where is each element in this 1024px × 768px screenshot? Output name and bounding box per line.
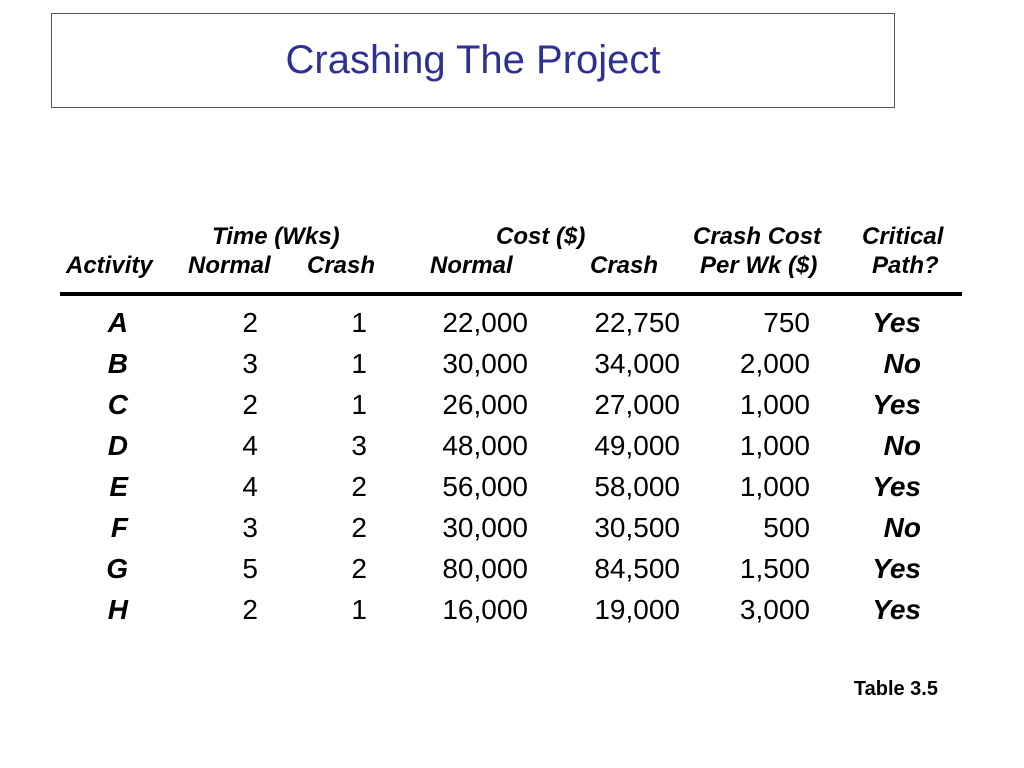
cell-crash-cost-per-wk: 1,500	[739, 553, 810, 584]
slide-title: Crashing The Project	[285, 38, 661, 82]
table-label: Table 3.5	[853, 678, 938, 700]
cell-crash-cost-per-wk: 1,000	[739, 430, 810, 461]
header-crash-cost-group: Crash Cost	[693, 223, 822, 250]
cell-activity: C	[107, 389, 128, 420]
header-critical-group: Critical	[862, 223, 944, 250]
cell-cost-crash: 34,000	[594, 348, 680, 379]
cell-time-crash: 1	[351, 307, 367, 338]
header-cost-normal: Normal	[430, 252, 513, 279]
header-cost-group: Cost ($)	[496, 223, 586, 250]
cell-time-normal: 2	[242, 389, 258, 420]
header-time-group: Time (Wks)	[212, 223, 340, 250]
cell-cost-normal: 80,000	[442, 553, 528, 584]
cell-critical-path: Yes	[872, 594, 921, 625]
cell-time-normal: 3	[242, 512, 258, 543]
cell-time-crash: 1	[351, 348, 367, 379]
cell-activity: B	[107, 348, 128, 379]
cell-critical-path: Yes	[872, 471, 921, 502]
cell-crash-cost-per-wk: 500	[763, 512, 810, 543]
cell-cost-normal: 48,000	[442, 430, 528, 461]
cell-critical-path: No	[883, 348, 921, 379]
cell-time-crash: 3	[351, 430, 367, 461]
cell-activity: A	[107, 307, 128, 338]
cell-cost-normal: 22,000	[442, 307, 528, 338]
cell-critical-path: Yes	[872, 553, 921, 584]
cell-time-crash: 2	[351, 512, 367, 543]
table-row: D 4 3 48,000 49,000 1,000 No	[0, 429, 1024, 470]
cell-activity: D	[107, 430, 128, 461]
header-rule	[60, 292, 962, 296]
cell-cost-normal: 30,000	[442, 348, 528, 379]
cell-cost-crash: 22,750	[594, 307, 680, 338]
cell-cost-crash: 84,500	[594, 553, 680, 584]
header-crash-cost-per-wk: Per Wk ($)	[700, 252, 818, 279]
cell-crash-cost-per-wk: 2,000	[739, 348, 810, 379]
cell-time-crash: 1	[351, 594, 367, 625]
cell-crash-cost-per-wk: 1,000	[739, 389, 810, 420]
cell-activity: H	[107, 594, 128, 625]
cell-activity: G	[106, 553, 128, 584]
cell-critical-path: Yes	[872, 307, 921, 338]
cell-cost-crash: 27,000	[594, 389, 680, 420]
cell-cost-normal: 30,000	[442, 512, 528, 543]
cell-crash-cost-per-wk: 3,000	[739, 594, 810, 625]
cell-time-normal: 3	[242, 348, 258, 379]
cell-cost-normal: 16,000	[442, 594, 528, 625]
table-row: B 3 1 30,000 34,000 2,000 No	[0, 347, 1024, 388]
cell-activity: E	[109, 471, 128, 502]
cell-time-crash: 1	[351, 389, 367, 420]
cell-crash-cost-per-wk: 1,000	[739, 471, 810, 502]
table-row: F 3 2 30,000 30,500 500 No	[0, 511, 1024, 552]
cell-time-normal: 4	[242, 430, 258, 461]
header-activity: Activity	[66, 252, 153, 279]
cell-time-crash: 2	[351, 553, 367, 584]
cell-time-normal: 2	[242, 594, 258, 625]
table-row: C 2 1 26,000 27,000 1,000 Yes	[0, 388, 1024, 429]
table-row: G 5 2 80,000 84,500 1,500 Yes	[0, 552, 1024, 593]
header-time-normal: Normal	[188, 252, 271, 279]
cell-critical-path: No	[883, 430, 921, 461]
title-box: Crashing The Project	[51, 13, 895, 108]
cell-crash-cost-per-wk: 750	[763, 307, 810, 338]
cell-critical-path: Yes	[872, 389, 921, 420]
cell-cost-normal: 56,000	[442, 471, 528, 502]
cell-cost-normal: 26,000	[442, 389, 528, 420]
cell-time-normal: 2	[242, 307, 258, 338]
cell-time-normal: 5	[242, 553, 258, 584]
cell-cost-crash: 49,000	[594, 430, 680, 461]
cell-cost-crash: 30,500	[594, 512, 680, 543]
table-row: E 4 2 56,000 58,000 1,000 Yes	[0, 470, 1024, 511]
cell-time-normal: 4	[242, 471, 258, 502]
cell-cost-crash: 58,000	[594, 471, 680, 502]
cell-critical-path: No	[883, 512, 921, 543]
cell-cost-crash: 19,000	[594, 594, 680, 625]
header-time-crash: Crash	[307, 252, 376, 279]
cell-time-crash: 2	[351, 471, 367, 502]
table-row: H 2 1 16,000 19,000 3,000 Yes	[0, 593, 1024, 634]
table-row: A 2 1 22,000 22,750 750 Yes	[0, 306, 1024, 347]
header-critical-path: Path?	[872, 252, 939, 279]
header-cost-crash: Crash	[590, 252, 659, 279]
cell-activity: F	[110, 512, 128, 543]
